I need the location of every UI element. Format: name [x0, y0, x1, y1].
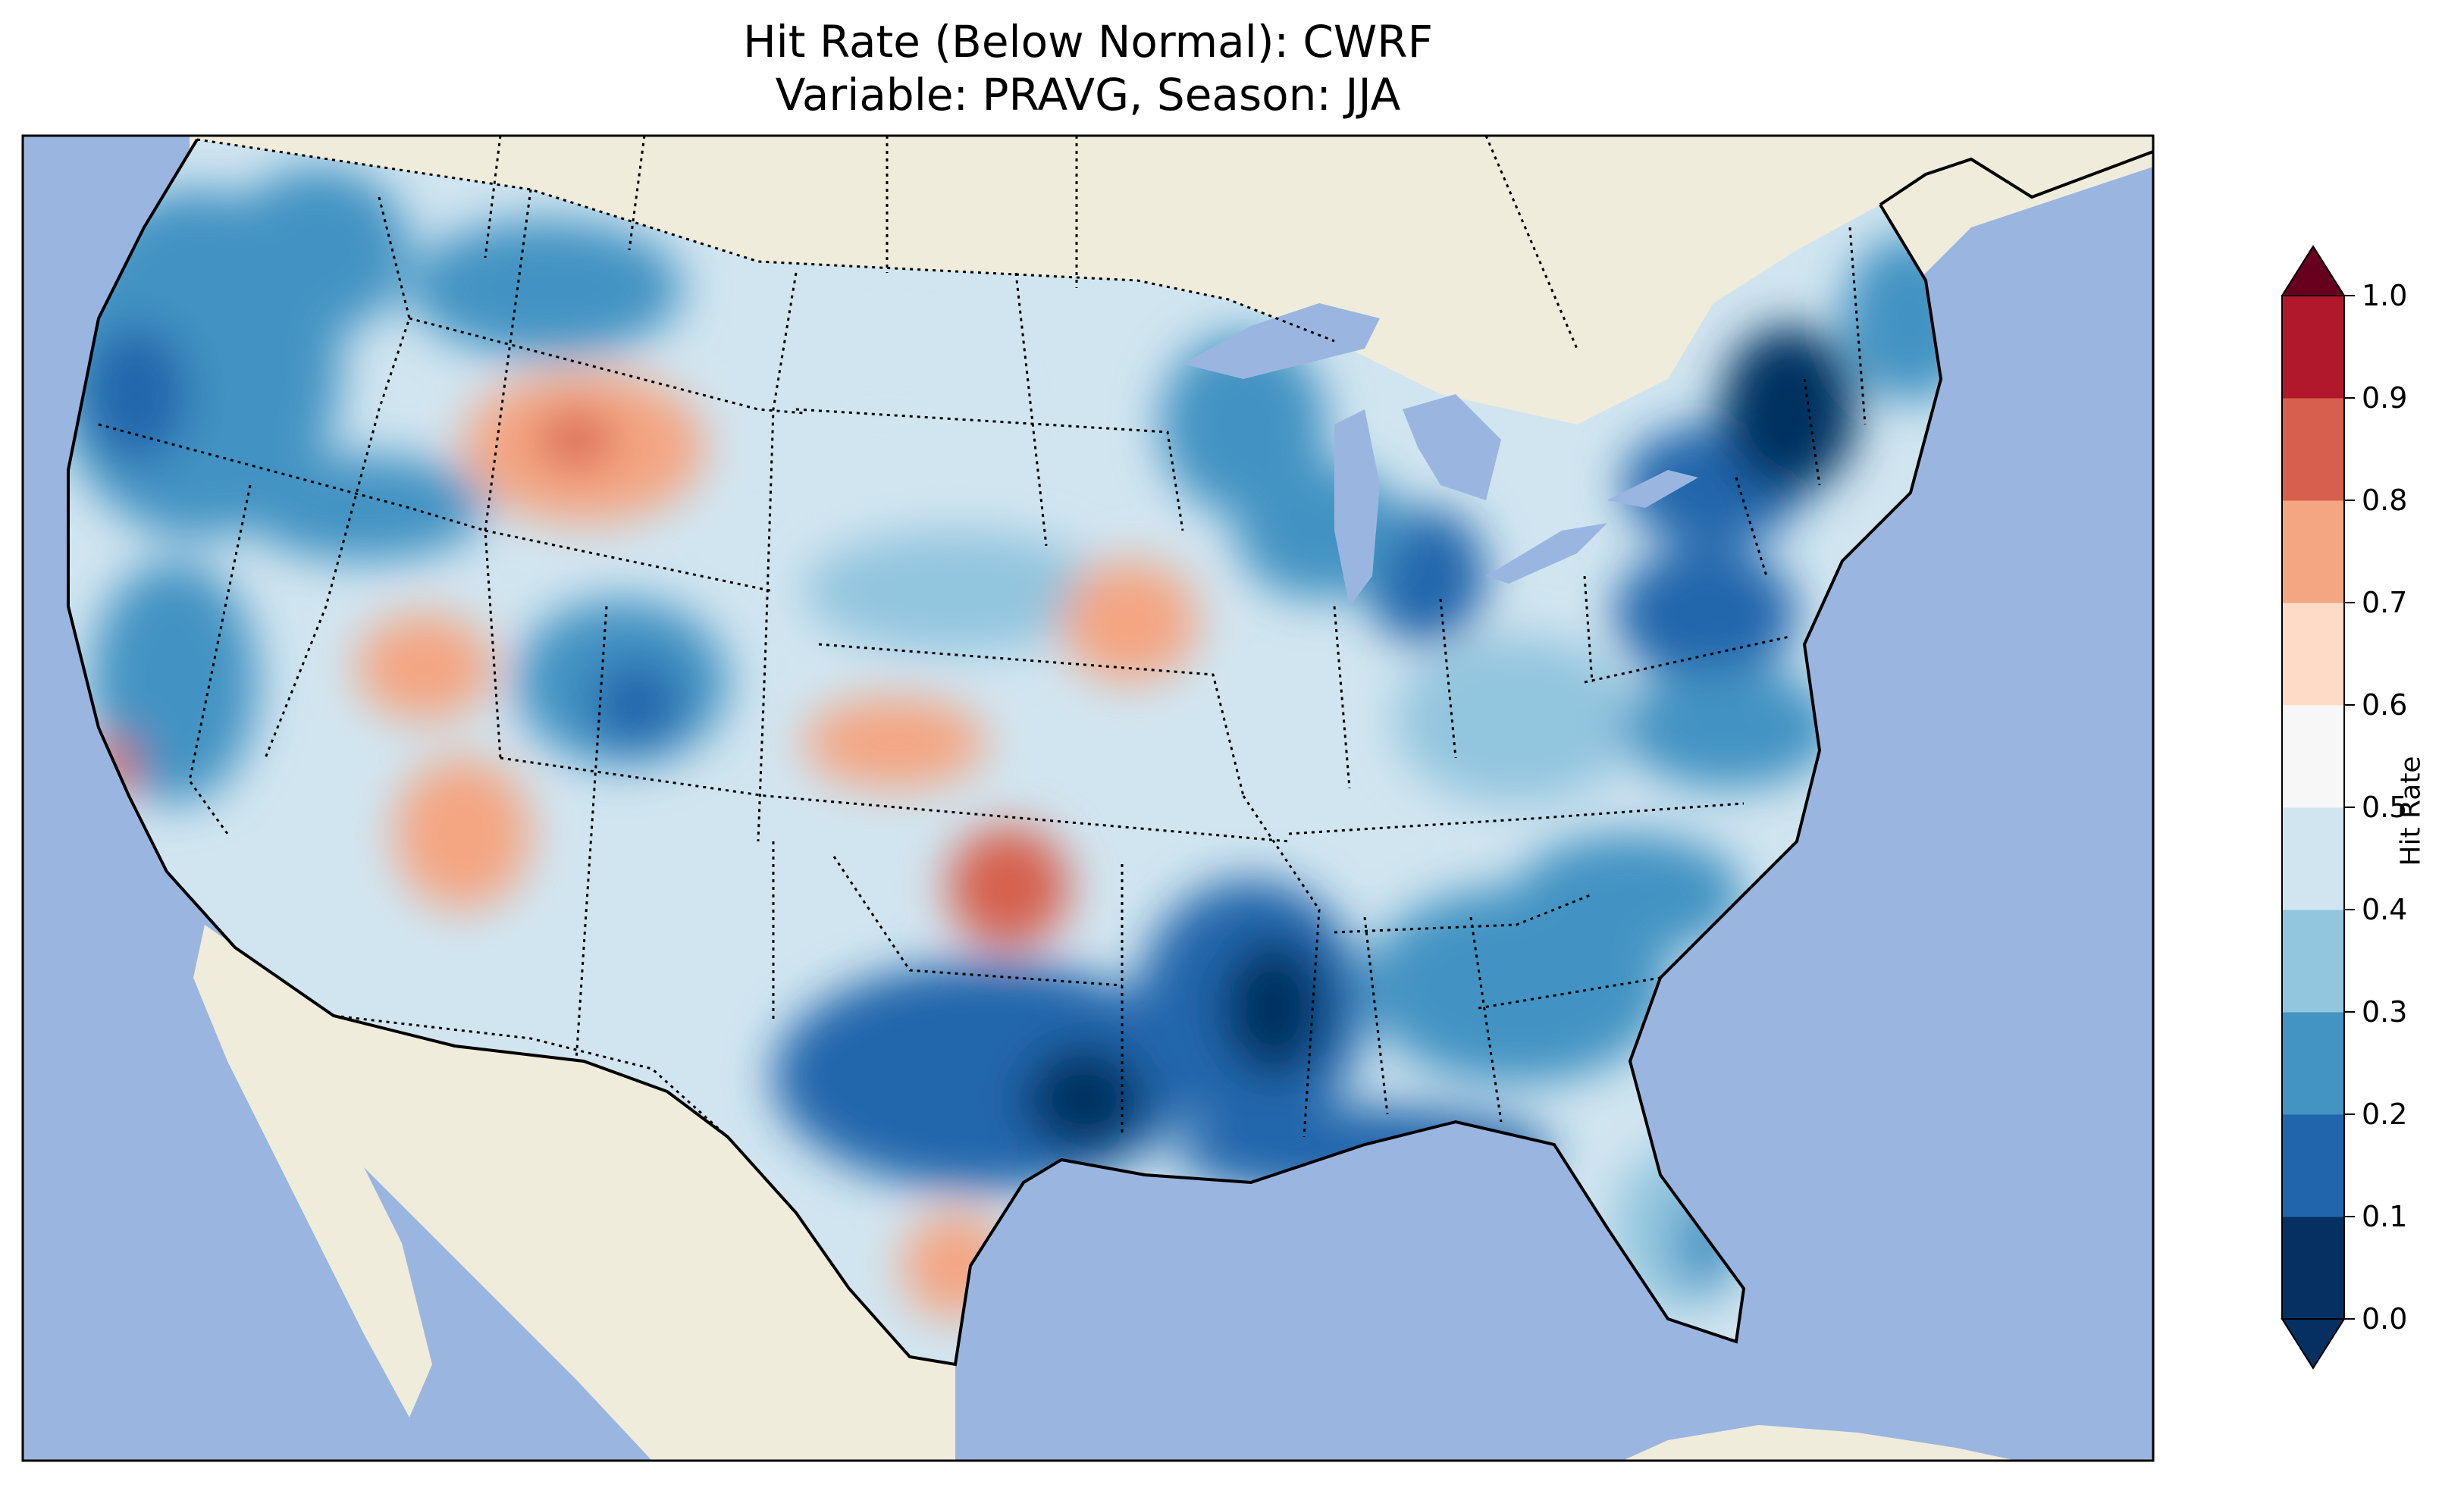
colorbar-label: Hit Rate	[2395, 756, 2427, 866]
colorbar-tick-label: 1.0	[2362, 279, 2408, 312]
colorbar-extend-min	[2281, 1318, 2346, 1370]
colorbar-extend-max	[2281, 245, 2346, 296]
region-oregon-east	[243, 455, 485, 561]
region-oregon-coast	[83, 326, 190, 462]
region-carolinas	[1516, 834, 1744, 955]
lake-ontario	[1607, 470, 1698, 508]
region-kansas	[804, 697, 986, 788]
colorbar-bin	[2282, 603, 2344, 706]
region-nebraska	[804, 531, 1107, 652]
us-coastline	[67, 138, 1943, 1367]
colorbar-bin	[2282, 807, 2344, 910]
colorbar-tick-label: 0.0	[2362, 1302, 2408, 1336]
colorbar-tick-label: 0.8	[2362, 484, 2408, 517]
colorbar-bin	[2282, 296, 2344, 399]
international-borders	[196, 136, 1578, 1214]
map-title: Hit Rate (Below Normal): CWRF	[743, 16, 1433, 67]
colorbar-bin	[2282, 1012, 2344, 1115]
region-central-valley	[91, 561, 258, 803]
region-pennsylvania	[1615, 546, 1797, 682]
baja-land	[193, 925, 432, 1417]
region-utah-core	[591, 659, 682, 750]
colorbar-tick-label: 0.6	[2362, 688, 2408, 722]
colorbar	[2281, 245, 2355, 1370]
region-northern-idaho	[227, 167, 409, 334]
colorbar-tick-label: 0.4	[2362, 893, 2408, 926]
map-border	[21, 134, 2155, 1462]
map-subtitle: Variable: PRAVG, Season: JJA	[775, 69, 1401, 121]
region-iowa	[1061, 561, 1198, 682]
region-ohio-valley	[1395, 637, 1638, 803]
colorbar-bin	[2282, 910, 2344, 1013]
region-mississippi-core	[1221, 940, 1327, 1076]
mexico-land	[205, 925, 955, 1461]
colorbar-tick-label: 0.1	[2362, 1200, 2408, 1233]
region-arizona	[394, 758, 531, 910]
region-new-england	[1721, 326, 1857, 493]
colorbar-tick-label: 0.5	[2362, 791, 2408, 824]
region-virginia	[1622, 667, 1835, 788]
colorbar-bin	[2282, 1217, 2344, 1320]
colorbar-bin	[2282, 705, 2344, 808]
lake-erie	[1486, 523, 1607, 584]
hit-rate-field	[68, 167, 1941, 1319]
region-montana-west	[409, 220, 682, 356]
lake-superior	[1183, 303, 1380, 379]
colorbar-bin	[2282, 1114, 2344, 1217]
colorbar-tick-label: 0.2	[2362, 1098, 2408, 1131]
region-oklahoma	[948, 826, 1069, 947]
region-wyoming-core	[538, 413, 614, 466]
state-borders	[98, 189, 1867, 1138]
colorbar-tick-label: 0.7	[2362, 586, 2408, 619]
region-north-dakota	[773, 341, 1001, 478]
colorbar-tick-label: 0.9	[2362, 381, 2408, 415]
lake-huron	[1403, 394, 1501, 500]
colorbar-bin	[2282, 500, 2344, 603]
lake-michigan	[1334, 409, 1380, 606]
region-nevada-east	[356, 614, 493, 720]
region-maine	[1842, 235, 1941, 402]
region-east-texas	[1024, 1046, 1145, 1152]
colorbar-tick-label: 0.3	[2362, 995, 2408, 1029]
map-area[interactable]	[23, 136, 2153, 1461]
cuba-land	[1622, 1425, 2017, 1461]
colorbar-bin	[2282, 398, 2344, 501]
great-lakes	[1183, 303, 1698, 606]
canada-coastline	[1879, 150, 2153, 206]
